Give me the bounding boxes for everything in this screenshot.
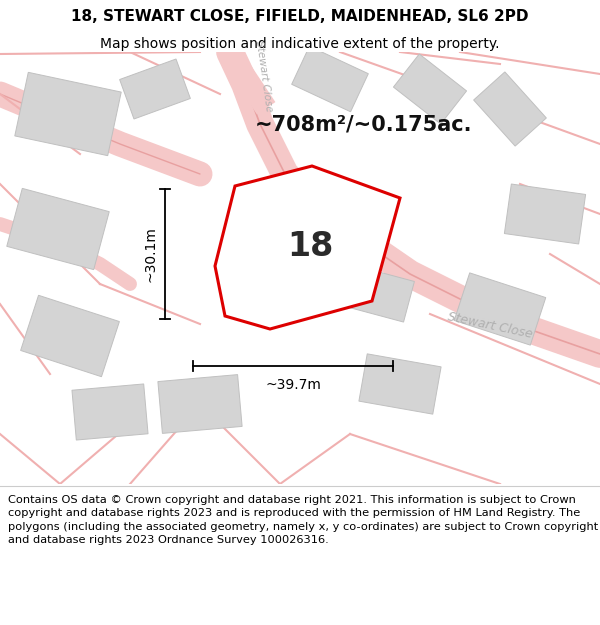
- Polygon shape: [215, 166, 400, 329]
- Polygon shape: [359, 354, 441, 414]
- Polygon shape: [158, 374, 242, 433]
- Text: Stewart Close: Stewart Close: [446, 311, 533, 341]
- Polygon shape: [7, 188, 109, 269]
- Polygon shape: [454, 273, 546, 345]
- Polygon shape: [473, 72, 547, 146]
- Text: ~39.7m: ~39.7m: [265, 378, 321, 392]
- Polygon shape: [15, 72, 121, 156]
- Text: Stew-
Close: Stew- Close: [233, 215, 263, 249]
- Polygon shape: [292, 46, 368, 112]
- Text: 18: 18: [287, 229, 333, 262]
- Text: ~708m²/~0.175ac.: ~708m²/~0.175ac.: [255, 114, 473, 134]
- Polygon shape: [250, 179, 330, 253]
- Polygon shape: [119, 59, 190, 119]
- Polygon shape: [72, 384, 148, 440]
- Text: Map shows position and indicative extent of the property.: Map shows position and indicative extent…: [100, 38, 500, 51]
- Polygon shape: [346, 266, 415, 322]
- Text: Contains OS data © Crown copyright and database right 2021. This information is : Contains OS data © Crown copyright and d…: [8, 495, 598, 545]
- Polygon shape: [505, 184, 586, 244]
- Text: Stewart Close: Stewart Close: [254, 40, 274, 112]
- Text: ~30.1m: ~30.1m: [143, 226, 157, 282]
- Text: 18, STEWART CLOSE, FIFIELD, MAIDENHEAD, SL6 2PD: 18, STEWART CLOSE, FIFIELD, MAIDENHEAD, …: [71, 9, 529, 24]
- Polygon shape: [394, 54, 467, 124]
- Polygon shape: [20, 295, 119, 377]
